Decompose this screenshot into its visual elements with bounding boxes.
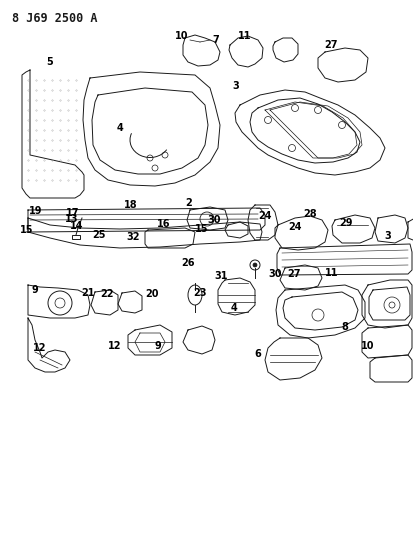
Text: 8: 8 <box>340 322 347 332</box>
Text: 24: 24 <box>287 222 301 231</box>
Text: 12: 12 <box>108 342 121 351</box>
Circle shape <box>252 263 256 267</box>
Text: 15: 15 <box>20 225 33 235</box>
Text: 12: 12 <box>33 343 46 353</box>
Text: 10: 10 <box>360 342 373 351</box>
Text: 29: 29 <box>338 218 351 228</box>
Text: 25: 25 <box>92 230 105 239</box>
Text: 17: 17 <box>66 208 79 217</box>
Text: 4: 4 <box>230 303 237 312</box>
Text: 30: 30 <box>207 215 221 225</box>
Bar <box>72 235 80 239</box>
Text: 21: 21 <box>81 288 94 297</box>
Text: 13: 13 <box>64 214 78 223</box>
Text: 11: 11 <box>325 268 338 278</box>
Text: 22: 22 <box>100 289 113 299</box>
Text: 18: 18 <box>123 200 137 210</box>
Text: 20: 20 <box>145 289 159 298</box>
Text: 19: 19 <box>28 206 42 215</box>
Text: 24: 24 <box>258 212 271 221</box>
Text: 8 J69 2500 A: 8 J69 2500 A <box>12 12 97 25</box>
Text: 7: 7 <box>211 35 218 45</box>
Text: 3: 3 <box>383 231 390 240</box>
Text: 15: 15 <box>195 224 208 234</box>
Text: 28: 28 <box>302 209 316 219</box>
Text: 16: 16 <box>157 219 170 229</box>
Text: 9: 9 <box>154 342 161 351</box>
Text: 27: 27 <box>287 269 300 279</box>
Text: 9: 9 <box>32 286 38 295</box>
Text: 30: 30 <box>268 269 281 279</box>
Text: 4: 4 <box>116 123 123 133</box>
Text: 32: 32 <box>126 232 140 241</box>
Text: 5: 5 <box>46 58 53 67</box>
Text: 6: 6 <box>254 350 260 359</box>
Text: 10: 10 <box>175 31 188 41</box>
Text: 31: 31 <box>214 271 228 280</box>
Text: 23: 23 <box>192 288 206 297</box>
Text: 2: 2 <box>185 198 191 207</box>
Text: 14: 14 <box>70 221 83 231</box>
Text: 11: 11 <box>237 31 250 41</box>
Text: 26: 26 <box>180 259 194 268</box>
Text: 3: 3 <box>232 82 239 91</box>
Text: 27: 27 <box>324 41 337 50</box>
